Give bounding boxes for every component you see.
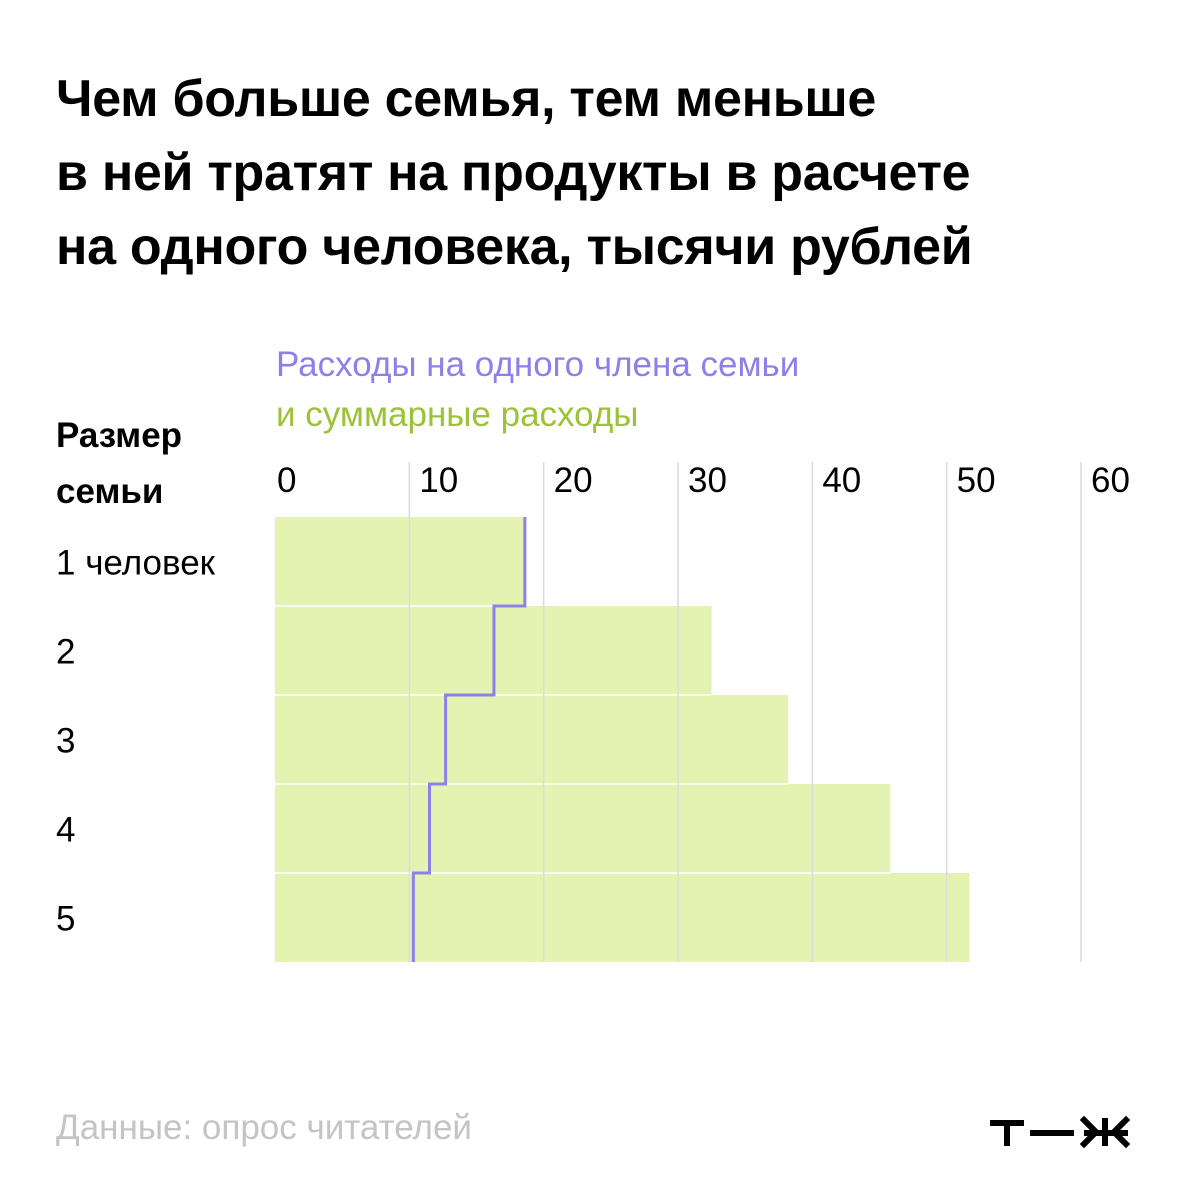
bar-total-3 xyxy=(275,695,789,784)
x-tick-label-30: 30 xyxy=(688,461,727,500)
bar-total-4 xyxy=(275,784,891,873)
title-line-2: в ней тратят на продукты в расчете xyxy=(56,144,971,202)
tzh-logo xyxy=(990,1115,1131,1149)
x-tick-label-50: 50 xyxy=(957,461,996,500)
y-category-label-4: 4 xyxy=(56,811,75,850)
bar-total-1 xyxy=(275,517,525,606)
chart-title: Чем больше семья, тем меньше в ней тратя… xyxy=(56,62,1156,284)
x-tick-label-60: 60 xyxy=(1091,461,1130,500)
y-axis-title-line-1: Размер xyxy=(56,416,183,455)
x-tick-label-0: 0 xyxy=(277,461,296,500)
y-axis-title: Размер семьи xyxy=(56,408,182,520)
legend-total: и суммарные расходы xyxy=(276,395,639,434)
title-line-1: Чем больше семья, тем меньше xyxy=(56,70,877,128)
bar-total-5 xyxy=(275,873,970,962)
legend-per-member: Расходы на одного члена семьи xyxy=(276,345,800,384)
title-line-3: на одного человека, тысячи рублей xyxy=(56,218,973,276)
source-note: Данные: опрос читателей xyxy=(56,1108,472,1147)
x-tick-label-40: 40 xyxy=(822,461,861,500)
per-member-step-line xyxy=(411,517,527,962)
y-category-label-2: 2 xyxy=(56,633,75,672)
x-tick-label-10: 10 xyxy=(419,461,458,500)
x-tick-label-20: 20 xyxy=(554,461,593,500)
legend: Расходы на одного члена семьи и суммарны… xyxy=(276,340,799,440)
y-category-label-5: 5 xyxy=(56,900,75,939)
y-category-label-3: 3 xyxy=(56,722,75,761)
y-axis-title-line-2: семьи xyxy=(56,472,164,511)
y-category-label-1: 1 человек xyxy=(56,544,216,583)
